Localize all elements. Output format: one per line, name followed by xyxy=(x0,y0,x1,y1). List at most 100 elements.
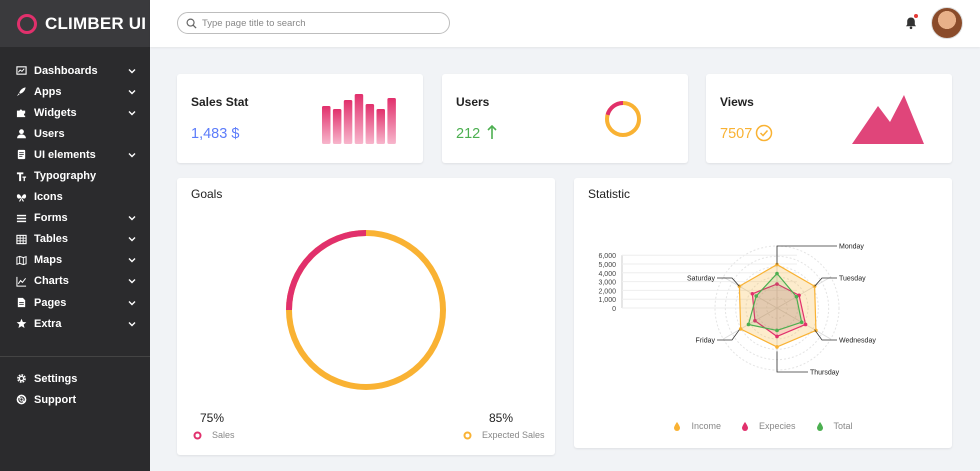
users-stat-card: Users 212 xyxy=(442,74,688,163)
statistic-card: Statistic 0 1,000 2,000 3,000 4,000 5,000 6,00… xyxy=(574,178,952,448)
search-icon xyxy=(186,18,197,29)
sales-bar xyxy=(332,109,342,144)
sidebar-item-extra[interactable]: Extra xyxy=(0,313,150,334)
sidebar-item-label: UI elements xyxy=(34,148,96,161)
radar-point xyxy=(775,334,779,339)
sidebar-item-label: Support xyxy=(34,393,77,406)
sales-legend-label: Sales xyxy=(212,430,235,440)
sales-legend: Sales xyxy=(193,430,235,440)
check-circle-icon xyxy=(755,124,773,142)
sidebar-item-label: Dashboards xyxy=(34,64,98,77)
sidebar-item-support[interactable]: Support xyxy=(0,389,150,410)
radar-point xyxy=(775,328,779,333)
avatar[interactable] xyxy=(931,7,963,39)
typography-icon xyxy=(15,170,27,182)
sales-bar xyxy=(365,104,375,144)
radar-tick-label: 4,000 xyxy=(598,271,616,278)
sales-bar xyxy=(354,94,364,144)
sidebar-item-typography[interactable]: Typography xyxy=(0,165,150,186)
chevron-down-icon xyxy=(128,214,136,222)
bell-icon[interactable] xyxy=(904,16,918,30)
radar-point xyxy=(775,282,779,286)
radar-point xyxy=(753,318,757,323)
arrow-up-icon xyxy=(487,124,497,139)
search-box[interactable] xyxy=(177,12,450,34)
users-stat-value: 212 xyxy=(456,126,481,142)
radar-callout-line xyxy=(776,351,808,373)
sidebar-item-tables[interactable]: Tables xyxy=(0,229,150,250)
brand-name: CLIMBER UI xyxy=(45,13,147,33)
table-icon xyxy=(15,233,27,245)
sales-bar-chart xyxy=(322,94,396,144)
legend-total-label: Total xyxy=(833,421,853,431)
sidebar-item-icons[interactable]: Icons xyxy=(0,187,150,208)
chevron-down-icon xyxy=(128,256,136,264)
sidebar-item-label: Forms xyxy=(34,212,68,225)
sales-ring-segment xyxy=(286,230,367,311)
radar-point xyxy=(738,327,743,331)
radar-category-label: Friday xyxy=(696,338,716,345)
sidebar-nav-bottom: Settings Support xyxy=(0,368,150,410)
chart-icon xyxy=(15,275,27,287)
radar-tick-label: 3,000 xyxy=(598,280,616,287)
radar-point xyxy=(775,345,779,349)
radar-callout-line xyxy=(776,245,837,265)
brand[interactable]: CLIMBER UI xyxy=(0,0,150,47)
radar-category-label: Thursday xyxy=(810,370,840,377)
puzzle-icon xyxy=(15,107,27,119)
sales-bar xyxy=(343,100,353,144)
views-stat-title: Views xyxy=(720,95,754,109)
expected-legend-icon xyxy=(463,431,472,439)
radar-spoke xyxy=(723,276,778,309)
list-icon xyxy=(15,212,27,224)
sidebar-divider xyxy=(0,356,150,358)
users-donut-chart xyxy=(605,101,641,137)
radar-category-label: Saturday xyxy=(687,276,716,283)
sidebar-item-charts[interactable]: Charts xyxy=(0,271,150,292)
sales-bar xyxy=(376,109,385,144)
notification-dot xyxy=(914,14,918,18)
sidebar-item-ui-elements[interactable]: UI elements xyxy=(0,144,150,165)
sidebar-item-users[interactable]: Users xyxy=(0,123,150,144)
sidebar-item-settings[interactable]: Settings xyxy=(0,368,150,389)
sidebar-item-pages[interactable]: Pages xyxy=(0,292,150,313)
statistic-legend: Income Expecies Total xyxy=(574,421,952,431)
star-icon xyxy=(15,318,27,330)
legend-expecies[interactable]: Expecies xyxy=(741,421,796,431)
sidebar-item-label: Maps xyxy=(34,254,63,267)
radar-tick-label: 0 xyxy=(612,306,616,313)
radar-callout-line xyxy=(814,329,837,341)
sidebar-item-dashboards[interactable]: Dashboards xyxy=(0,60,150,81)
lifebuoy-icon xyxy=(15,394,27,406)
radar-category-label: Monday xyxy=(839,244,864,251)
radar-point xyxy=(754,294,759,298)
chevron-down-icon xyxy=(128,151,136,159)
radar-spoke xyxy=(776,307,831,340)
views-stat-card: Views 7507 xyxy=(706,74,952,163)
sidebar-item-apps[interactable]: Apps xyxy=(0,81,150,102)
sidebar-item-widgets[interactable]: Widgets xyxy=(0,102,150,123)
legend-income[interactable]: Income xyxy=(673,421,721,431)
rocket-icon xyxy=(15,86,27,98)
radar-point xyxy=(799,320,804,325)
sales-bar xyxy=(387,98,396,144)
radar-point xyxy=(775,271,779,276)
search-input[interactable] xyxy=(202,17,432,29)
expected-legend-label: Expected Sales xyxy=(482,430,545,440)
sales-stat-value: 1,483 $ xyxy=(191,126,240,142)
goals-donut-chart xyxy=(286,230,446,390)
sidebar-item-label: Settings xyxy=(34,372,78,385)
radar-tick-label: 1,000 xyxy=(598,297,616,304)
expected-legend: Expected Sales xyxy=(463,430,545,440)
sidebar-item-label: Extra xyxy=(34,317,62,330)
top-header xyxy=(150,0,980,47)
sidebar-item-forms[interactable]: Forms xyxy=(0,208,150,229)
radar-spoke xyxy=(723,307,778,340)
sidebar-item-maps[interactable]: Maps xyxy=(0,250,150,271)
legend-total[interactable]: Total xyxy=(816,421,853,431)
radar-point xyxy=(750,291,755,296)
statistic-title: Statistic xyxy=(588,187,631,201)
radar-callout-line xyxy=(717,329,740,341)
user-icon xyxy=(15,128,27,140)
